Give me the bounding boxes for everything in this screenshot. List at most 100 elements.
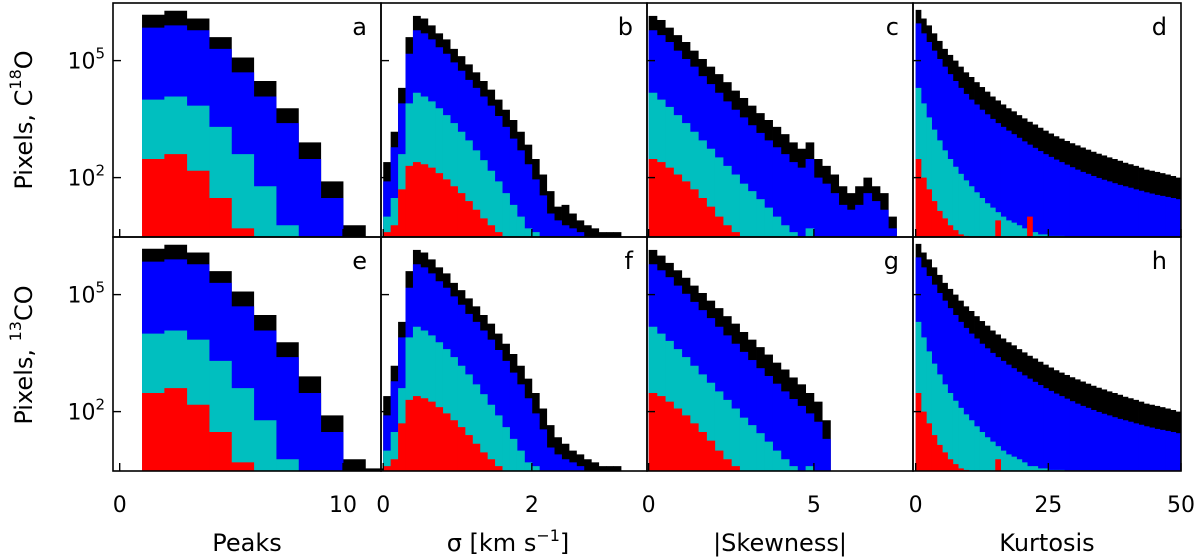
bar-cyan-d-1	[920, 103, 927, 237]
series-cyan-d	[915, 87, 1092, 238]
bar-cyan-c-14	[764, 207, 773, 237]
bar-cyan-f-13	[479, 394, 488, 471]
bar-cyan-b-20	[531, 232, 540, 237]
bar-blue-c-22	[830, 193, 840, 237]
bar-black-f-26	[576, 454, 585, 471]
bar-blue-d-6	[947, 74, 954, 237]
bar-cyan-f-16	[502, 427, 510, 471]
bar-blue-g-12	[747, 360, 757, 471]
bar-red-c-3	[673, 174, 683, 237]
bar-cyan-c-4	[681, 123, 691, 237]
bar-cyan-c-11	[739, 183, 749, 237]
bar-cyan-d-23	[1037, 234, 1044, 237]
bar-red-f-12	[472, 443, 481, 471]
bar-red-h-2	[926, 423, 932, 471]
bar-black-f-29	[598, 466, 607, 471]
bar-black-b-30	[606, 232, 614, 237]
bar-blue-h-24	[1043, 388, 1049, 471]
bar-blue-b-1	[390, 147, 399, 237]
bar-cyan-c-10	[731, 174, 740, 237]
bar-cyan-b-9	[450, 123, 458, 237]
bar-cyan-g-8	[714, 391, 724, 471]
bar-blue-c-26	[863, 193, 873, 237]
bar-blue-f-22	[546, 447, 555, 471]
bar-red-g-1	[656, 396, 666, 471]
bar-blue-g-17	[789, 399, 798, 471]
bar-cyan-h-7	[952, 400, 959, 471]
bar-red-b-4	[412, 162, 421, 237]
bar-red-g-0	[648, 393, 658, 471]
bar-blue-g-14	[764, 375, 773, 471]
bar-red-g-6	[698, 432, 707, 471]
panel-letter-c: c	[886, 13, 899, 41]
bar-red-f-8	[442, 413, 451, 471]
bar-cyan-b-0	[383, 216, 392, 237]
bar-blue-d-39	[1122, 186, 1129, 237]
bar-black-f-23	[554, 437, 562, 471]
x-tick-label-1-0: 0	[376, 493, 390, 518]
bar-red-e-4	[231, 462, 255, 471]
bar-cyan-h-22	[1032, 466, 1039, 471]
bar-red-d-6	[947, 225, 954, 237]
bar-blue-h-37	[1112, 417, 1118, 471]
bar-blue-h-30	[1074, 403, 1081, 471]
bar-cyan-d-4	[936, 140, 943, 237]
bar-cyan-c-15	[772, 216, 782, 237]
bar-blue-d-44	[1149, 193, 1155, 237]
bar-blue-h-44	[1149, 427, 1155, 471]
bar-red-e-0	[142, 393, 165, 471]
bar-red-b-0	[383, 232, 392, 237]
x-axis-title-0: Peaks	[212, 529, 282, 557]
bar-cyan-h-20	[1021, 462, 1028, 471]
bar-cyan-b-14	[487, 170, 496, 237]
bar-blue-d-13	[984, 114, 991, 237]
bar-cyan-c-19	[805, 228, 815, 237]
bar-red-g-2	[665, 401, 674, 471]
panel-letter-g: g	[884, 247, 899, 275]
bar-blue-h-32	[1085, 407, 1092, 471]
bar-blue-h-16	[1000, 360, 1007, 471]
bar-cyan-b-7	[435, 108, 444, 237]
bar-cyan-f-7	[435, 342, 444, 471]
panel-d: d	[912, 2, 1182, 238]
bar-blue-d-18	[1011, 134, 1017, 237]
bar-red-h-1	[920, 411, 927, 471]
bar-red-d-7	[952, 230, 959, 237]
bar-blue-b-17	[509, 138, 518, 237]
bar-blue-h-25	[1048, 390, 1055, 471]
bar-cyan-d-24	[1043, 234, 1049, 237]
bar-red-b-5	[420, 164, 429, 237]
panel-letter-h: h	[1152, 247, 1167, 275]
bar-blue-c-21	[822, 183, 831, 237]
bar-blue-f-0	[383, 415, 392, 471]
panel-letter-d: d	[1152, 13, 1167, 41]
bar-red-b-13	[479, 218, 488, 237]
bar-cyan-h-3	[931, 363, 938, 471]
bar-cyan-f-17	[509, 438, 518, 471]
bar-red-f-1	[390, 459, 399, 471]
bar-black-b-26	[576, 220, 585, 237]
bar-red-b-6	[427, 167, 436, 237]
bar-cyan-b-15	[494, 181, 503, 237]
bar-cyan-b-10	[457, 131, 466, 237]
bar-blue-b-20	[531, 179, 540, 237]
bar-blue-e-8	[320, 432, 344, 471]
bar-blue-h-35	[1101, 413, 1108, 471]
bar-blue-h-42	[1138, 424, 1145, 471]
bar-blue-f-19	[524, 398, 533, 471]
series-red-a	[142, 154, 255, 237]
bar-cyan-c-9	[723, 165, 732, 237]
bar-cyan-e-5	[253, 420, 277, 471]
bar-red-b-3	[405, 165, 414, 237]
bar-blue-c-17	[789, 162, 798, 237]
bar-blue-d-25	[1048, 156, 1055, 237]
bar-blue-h-28	[1064, 398, 1070, 471]
bar-blue-h-19	[1016, 371, 1023, 471]
bar-red-c-6	[698, 198, 707, 237]
bar-black-b-29	[598, 232, 607, 237]
bar-red-c-9	[723, 225, 732, 237]
row-title-0: Pixels, C18O	[6, 50, 38, 189]
bar-cyan-f-8	[442, 349, 451, 471]
y-tick-label-1-5: 105	[67, 279, 105, 309]
bar-blue-d-48	[1170, 198, 1177, 237]
